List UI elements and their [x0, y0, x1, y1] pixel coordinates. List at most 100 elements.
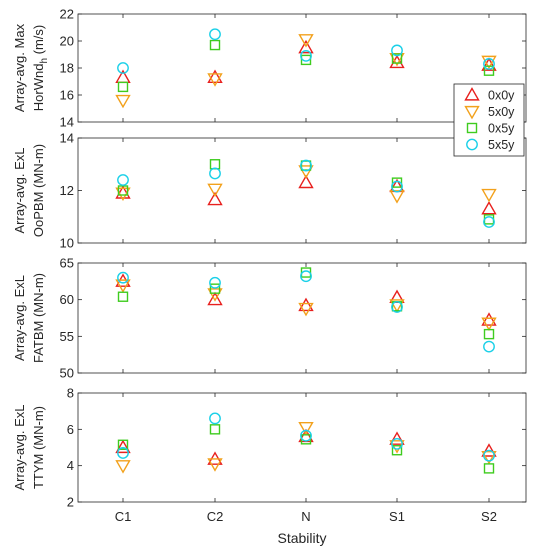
data-point-5x0y — [298, 302, 314, 317]
data-point-5x0y — [298, 165, 314, 179]
legend-label: 0x5y — [488, 122, 515, 136]
data-point-5x5y — [391, 437, 403, 450]
y-tick-label: 14 — [60, 131, 74, 146]
legend-marker-5x0y — [464, 105, 480, 120]
data-point-5x0y — [115, 94, 131, 109]
data-point-5x0y — [207, 458, 223, 472]
data-point-5x0y — [207, 73, 223, 87]
data-point-5x0y — [481, 451, 497, 465]
y-axis-label-line2: OoPBM (MN-m) — [31, 144, 46, 237]
data-point-5x5y — [300, 429, 312, 442]
panel-3-axes-box — [77, 262, 527, 374]
data-point-0x0y — [389, 431, 405, 445]
data-point-5x0y — [481, 188, 497, 203]
data-point-5x5y — [117, 174, 129, 186]
y-axis-label: Array-avg. ExL FATBM (MN-m) — [12, 273, 46, 363]
legend-marker-0x0y — [464, 87, 480, 101]
data-point-5x5y — [209, 276, 221, 289]
legend-marker-5x5y — [466, 138, 478, 151]
y-tick-label: 12 — [60, 183, 74, 198]
y-axis-label-line1: Array-avg. ExL — [12, 405, 27, 491]
data-point-0x0y — [481, 312, 497, 326]
data-point-5x5y — [483, 216, 495, 228]
data-point-0x0y — [481, 57, 497, 71]
y-tick-label: 18 — [60, 61, 74, 76]
x-tick-label: N — [301, 509, 310, 524]
data-point-0x0y — [115, 185, 131, 199]
data-point-5x5y — [209, 28, 221, 41]
data-point-0x5y — [117, 439, 129, 450]
data-point-5x0y — [207, 183, 223, 198]
data-point-5x0y — [298, 34, 314, 48]
y-tick-label: 6 — [67, 422, 74, 437]
data-point-0x0y — [298, 297, 314, 312]
y-axis-label-line1: Array-avg. ExL — [12, 148, 27, 234]
data-point-0x5y — [209, 39, 221, 51]
data-point-5x5y — [300, 49, 312, 62]
data-point-0x5y — [483, 328, 495, 340]
y-axis-label: Array-avg. ExL TTYM (MN-m) — [12, 405, 46, 491]
data-point-5x5y — [483, 340, 495, 353]
y-tick-label: 50 — [60, 366, 74, 381]
y-axis-label-unit: (m/s) — [31, 25, 46, 58]
panel-1: 14 16 18 20 22 Array-avg. Max HorWndh (m/s) — [12, 7, 527, 130]
data-point-5x0y — [389, 440, 405, 454]
data-point-0x0y — [115, 439, 131, 454]
panel-2-axes-box — [77, 137, 527, 244]
y-axis-label-line2: HorWnd — [31, 64, 46, 112]
data-point-5x5y — [483, 58, 495, 70]
panel-1-axes-box — [77, 13, 527, 123]
data-point-5x5y — [117, 447, 129, 459]
data-point-0x5y — [391, 53, 403, 64]
data-point-0x0y — [207, 191, 223, 206]
data-point-5x0y — [481, 55, 497, 70]
y-tick-label: 14 — [60, 115, 74, 130]
panel-4: 2 4 6 8 Array-avg. ExL TTYM (MN-m) — [12, 386, 527, 510]
y-tick-label: 65 — [60, 256, 74, 271]
data-point-0x0y — [481, 443, 497, 457]
data-point-5x0y — [207, 288, 223, 302]
data-point-5x0y — [389, 190, 405, 204]
panel-3: 50 55 60 65 Array-avg. ExL FATBM (MN-m) — [12, 256, 527, 381]
data-point-0x5y — [117, 81, 129, 93]
x-tick-label: C2 — [207, 509, 224, 524]
y-axis-label-line1: Array-avg. Max — [12, 23, 27, 112]
data-point-5x5y — [117, 62, 129, 74]
data-point-0x5y — [300, 54, 312, 66]
data-point-0x5y — [209, 424, 221, 435]
y-tick-label: 16 — [60, 88, 74, 103]
panel-4-axes-box — [77, 392, 527, 503]
data-point-5x0y — [481, 317, 497, 332]
legend-label: 5x5y — [488, 138, 515, 152]
y-axis-label-line1: Array-avg. ExL — [12, 275, 27, 361]
data-point-5x5y — [391, 301, 403, 313]
x-tick-label: S1 — [389, 509, 405, 524]
y-tick-label: 4 — [67, 458, 74, 473]
legend-label: 0x0y — [488, 89, 515, 103]
data-point-0x5y — [391, 177, 403, 188]
data-point-5x0y — [389, 299, 405, 313]
data-point-0x5y — [391, 445, 403, 456]
legend: 0x0y 5x0y 0x5y 5x5y — [453, 83, 525, 157]
data-point-5x5y — [117, 271, 129, 284]
data-point-5x5y — [300, 270, 312, 283]
data-point-0x0y — [298, 39, 314, 54]
y-axis-label-line2: FATBM (MN-m) — [31, 273, 46, 363]
y-axis-label-line2: TTYM (MN-m) — [31, 406, 46, 489]
data-point-5x0y — [115, 187, 131, 202]
y-axis-label: Array-avg. Max HorWndh (m/s) — [12, 23, 50, 112]
y-axis-label: Array-avg. ExL OoPBM (MN-m) — [12, 144, 46, 237]
legend-label: 5x0y — [488, 105, 515, 119]
data-point-0x5y — [209, 283, 221, 294]
data-point-0x0y — [298, 174, 314, 189]
data-point-0x0y — [207, 69, 223, 84]
data-point-5x5y — [483, 449, 495, 462]
data-point-5x0y — [115, 279, 131, 293]
data-point-5x5y — [391, 180, 403, 193]
data-point-0x5y — [117, 291, 129, 302]
data-point-5x0y — [115, 460, 131, 474]
data-point-5x0y — [298, 421, 314, 436]
data-point-0x0y — [481, 200, 497, 215]
y-tick-label: 2 — [67, 495, 74, 510]
y-tick-label: 55 — [60, 329, 74, 344]
